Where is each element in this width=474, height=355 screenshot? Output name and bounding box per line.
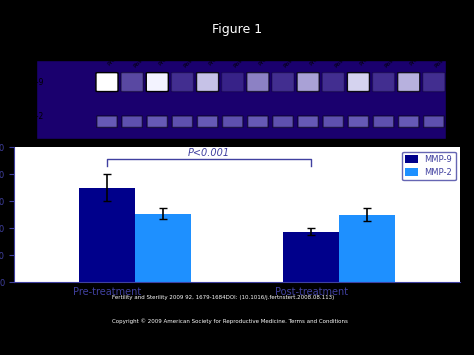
FancyBboxPatch shape — [197, 73, 219, 92]
FancyBboxPatch shape — [97, 116, 117, 127]
Legend: MMP-9, MMP-2: MMP-9, MMP-2 — [402, 152, 456, 180]
Text: Post: Post — [434, 56, 447, 69]
FancyBboxPatch shape — [273, 116, 293, 127]
Text: Figure 1: Figure 1 — [212, 23, 262, 37]
Text: Pre: Pre — [409, 56, 419, 66]
FancyBboxPatch shape — [424, 116, 444, 127]
Text: Post: Post — [283, 56, 296, 69]
Bar — [79, 188, 135, 283]
FancyBboxPatch shape — [121, 73, 143, 92]
FancyBboxPatch shape — [222, 73, 244, 92]
Text: Post: Post — [132, 56, 145, 69]
Text: Pre: Pre — [157, 56, 168, 66]
Text: Post: Post — [383, 56, 396, 69]
FancyBboxPatch shape — [147, 116, 167, 127]
Text: Pre: Pre — [358, 56, 369, 66]
FancyBboxPatch shape — [36, 60, 447, 139]
FancyBboxPatch shape — [398, 73, 420, 92]
FancyBboxPatch shape — [297, 73, 319, 92]
Text: A: A — [18, 58, 29, 72]
Text: Post: Post — [333, 56, 346, 69]
FancyBboxPatch shape — [248, 116, 268, 127]
FancyBboxPatch shape — [122, 116, 142, 127]
Text: Copyright © 2009 American Society for Reproductive Medicine. Terms and Condition: Copyright © 2009 American Society for Re… — [112, 318, 348, 324]
FancyBboxPatch shape — [423, 73, 445, 92]
Text: Pre: Pre — [308, 56, 319, 66]
FancyBboxPatch shape — [223, 116, 243, 127]
FancyBboxPatch shape — [146, 73, 168, 92]
Bar — [135, 214, 191, 283]
FancyBboxPatch shape — [247, 73, 269, 92]
Text: MMP-9: MMP-9 — [18, 78, 44, 87]
Text: Pre: Pre — [107, 56, 118, 66]
FancyBboxPatch shape — [298, 116, 318, 127]
FancyBboxPatch shape — [347, 73, 369, 92]
FancyBboxPatch shape — [172, 73, 193, 92]
Text: MMP-2: MMP-2 — [18, 112, 44, 121]
FancyBboxPatch shape — [323, 116, 343, 127]
FancyBboxPatch shape — [96, 73, 118, 92]
FancyBboxPatch shape — [348, 116, 369, 127]
FancyBboxPatch shape — [373, 73, 394, 92]
Text: P<0.001: P<0.001 — [188, 148, 230, 158]
FancyBboxPatch shape — [399, 116, 419, 127]
FancyBboxPatch shape — [272, 73, 294, 92]
FancyBboxPatch shape — [172, 116, 192, 127]
Text: Pre: Pre — [208, 56, 218, 66]
Text: Post: Post — [182, 56, 195, 69]
FancyBboxPatch shape — [198, 116, 218, 127]
Text: Fertility and Sterility 2009 92, 1679-1684DOI: (10.1016/j.fertnstert.2008.08.113: Fertility and Sterility 2009 92, 1679-16… — [112, 295, 335, 300]
FancyBboxPatch shape — [322, 73, 344, 92]
Bar — [283, 232, 339, 283]
Text: Post: Post — [233, 56, 246, 69]
FancyBboxPatch shape — [374, 116, 394, 127]
Bar — [339, 215, 395, 283]
Text: Pre: Pre — [258, 56, 268, 66]
